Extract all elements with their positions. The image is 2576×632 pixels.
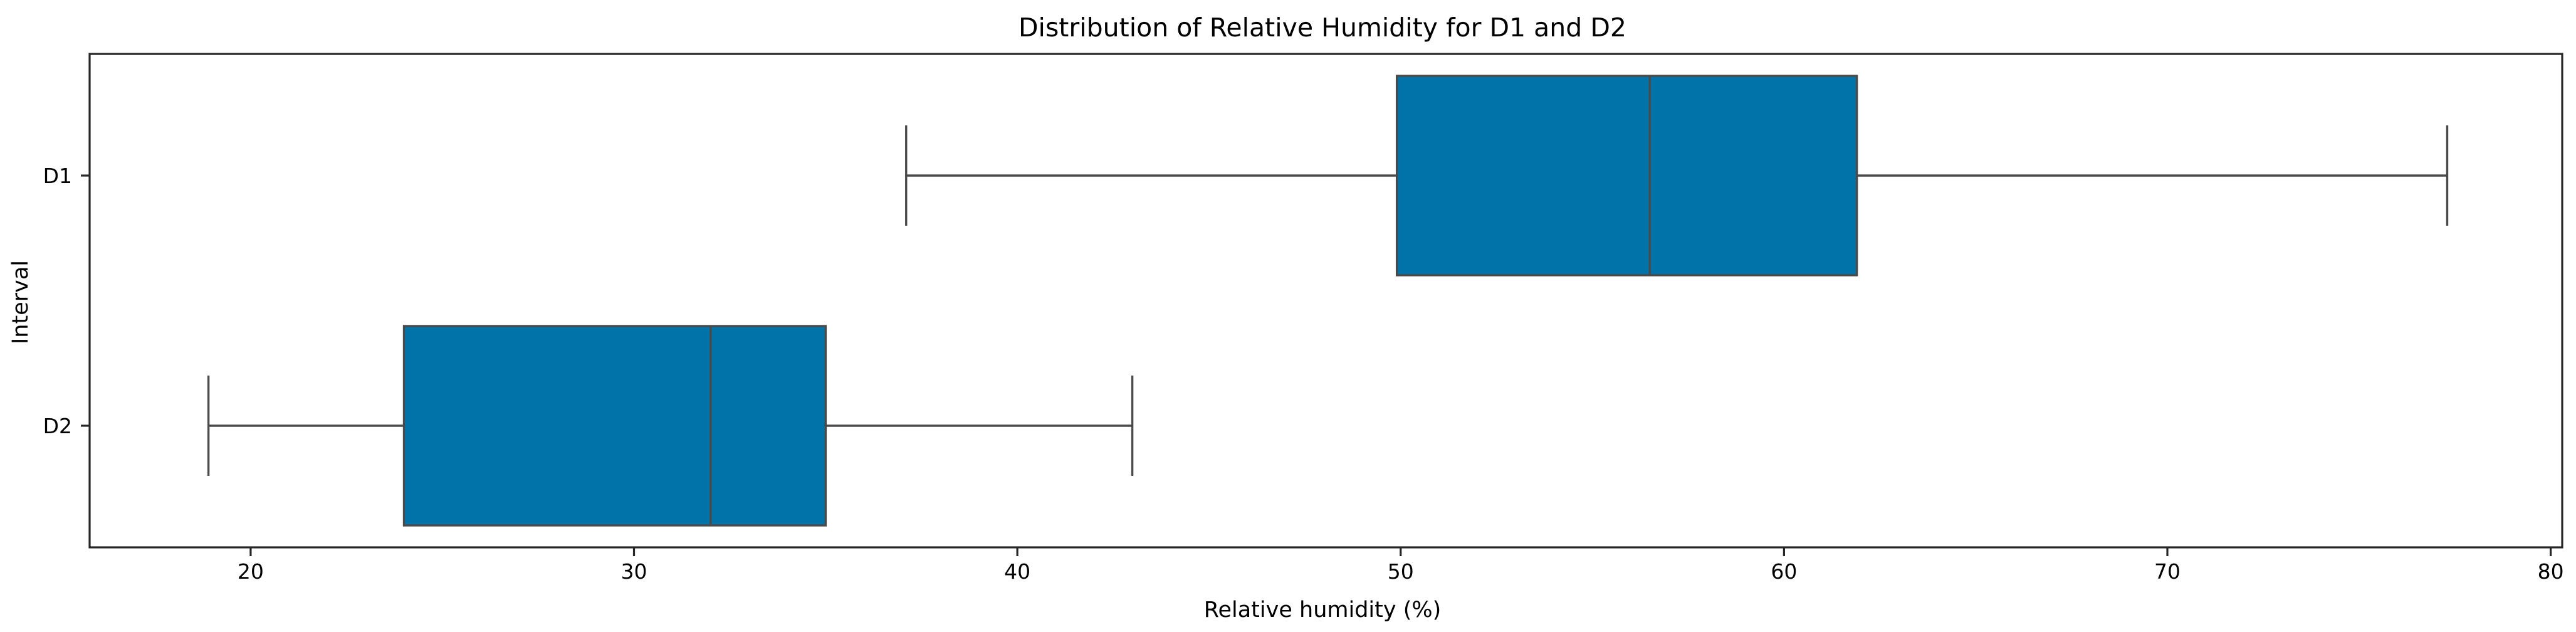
- x-tick-label: 80: [2538, 559, 2564, 584]
- iqr-box: [1395, 75, 1858, 276]
- box-d1: [905, 75, 2449, 276]
- y-axis: D1 D2: [43, 164, 90, 438]
- x-tick-label: 30: [621, 559, 647, 584]
- x-axis: 20 30 40 50 60 70 80: [238, 547, 2564, 584]
- x-tick-label: 60: [1771, 559, 1797, 584]
- x-tick-label: 50: [1388, 559, 1414, 584]
- plot-frame: [88, 53, 2563, 549]
- y-tick-label: D1: [43, 164, 72, 188]
- x-axis-label: Relative humidity (%): [1204, 598, 1442, 623]
- y-tick-label: D2: [43, 414, 72, 438]
- chart-title: Distribution of Relative Humidity for D1…: [1018, 13, 1626, 43]
- x-tick-label: 40: [1004, 559, 1030, 584]
- iqr-box: [402, 325, 827, 527]
- plot-area: [88, 53, 2563, 549]
- y-axis-label: Interval: [8, 260, 33, 344]
- box-series: [207, 75, 2449, 527]
- x-tick-label: 70: [2154, 559, 2181, 584]
- x-tick-label: 20: [238, 559, 264, 584]
- box-d2: [207, 325, 1134, 527]
